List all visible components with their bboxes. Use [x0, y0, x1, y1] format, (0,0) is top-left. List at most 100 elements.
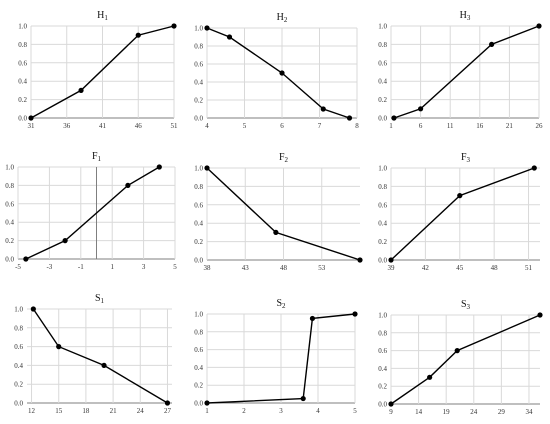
- x-tick-label: -3: [46, 263, 52, 271]
- x-tick-label: 6: [419, 122, 423, 130]
- chart-title-subscript: 2: [282, 302, 286, 310]
- x-tick-label: 48: [280, 264, 288, 272]
- x-tick-label: 4: [316, 407, 320, 415]
- data-point: [536, 23, 542, 29]
- y-tick-label: 0.6: [5, 200, 14, 208]
- x-tick-label: 36: [63, 122, 71, 130]
- data-point: [454, 348, 460, 354]
- x-tick-label: 2: [242, 407, 246, 415]
- data-point: [388, 257, 394, 263]
- x-tick-label: 38: [204, 264, 212, 272]
- data-point: [171, 23, 177, 29]
- x-tick-label: 53: [318, 264, 326, 272]
- y-tick-label: 0.2: [194, 97, 203, 105]
- chart-title: S3: [461, 299, 471, 311]
- chart-panel-s2: 0.0 0.2 0.4 0.6 0.8 1.0 1 2 3 4 5 S2: [194, 298, 358, 415]
- data-point: [62, 238, 68, 244]
- y-tick-label: 0.8: [378, 41, 387, 49]
- y-tick-label: 0.2: [378, 383, 387, 391]
- y-tick-label: 1.0: [378, 312, 387, 320]
- chart-title-subscript: 3: [467, 14, 471, 22]
- data-point: [489, 41, 495, 48]
- data-point: [125, 182, 131, 188]
- series-line: [390, 167, 535, 261]
- chart-title: F1: [92, 151, 102, 163]
- chart-panel-h2: 0.0 0.2 0.4 0.6 0.8 1.0 4 5 6 7 8 H2: [194, 12, 359, 130]
- x-tick-label: 3: [142, 263, 146, 271]
- y-tick-label: 0.2: [18, 96, 27, 104]
- x-tick-label: 14: [415, 408, 423, 416]
- x-tick-label: 1: [110, 263, 114, 271]
- y-tick-label: 0.6: [14, 343, 23, 351]
- data-point: [226, 34, 233, 40]
- x-tick-label: 39: [388, 264, 396, 272]
- data-point: [56, 344, 62, 350]
- y-tick-label: 0.8: [14, 324, 23, 332]
- x-tick-label: 51: [171, 122, 179, 130]
- x-tick-label: 43: [242, 264, 250, 272]
- data-point: [273, 229, 279, 235]
- chart-title: F3: [461, 152, 471, 164]
- x-tick-label: 29: [498, 408, 506, 416]
- y-tick-label: 0.6: [18, 59, 27, 67]
- x-tick-label: 1: [389, 122, 393, 130]
- y-tick-label: 1.0: [194, 311, 203, 319]
- y-tick-label: 1.0: [194, 165, 203, 173]
- chart-panel-s1: 0.0 0.2 0.4 0.6 0.8 1.0 12 15 18 21 24 27 S1: [14, 293, 172, 415]
- chart-title: F2: [279, 152, 289, 164]
- data-point: [204, 400, 210, 406]
- y-tick-label: 0.6: [378, 59, 387, 67]
- y-tick-label: 0.4: [378, 78, 387, 86]
- series-line: [32, 308, 168, 404]
- y-tick-label: 0.4: [378, 220, 387, 228]
- x-tick-label: 24: [137, 407, 145, 415]
- chart-title: H1: [97, 10, 108, 22]
- y-tick-label: 1.0: [18, 23, 27, 31]
- x-tick-label: 26: [536, 122, 544, 130]
- y-tick-label: 0.8: [194, 183, 203, 191]
- data-point: [156, 164, 162, 170]
- y-tick-label: 0.0: [378, 257, 387, 265]
- data-point: [531, 165, 537, 171]
- y-tick-label: 0.8: [18, 41, 27, 49]
- y-tick-label: 0.0: [378, 115, 387, 123]
- data-point: [427, 374, 433, 380]
- data-point: [101, 362, 107, 368]
- chart-title-subscript: 3: [467, 303, 471, 311]
- x-tick-label: 21: [506, 122, 514, 130]
- chart-title: S2: [276, 298, 286, 310]
- data-point: [78, 87, 84, 93]
- chart-panel-f2: 0.0 0.2 0.4 0.6 0.8 1.0 38 43 48 53 F2: [194, 152, 363, 272]
- series-line: [30, 25, 175, 119]
- chart-title: H3: [460, 10, 471, 22]
- data-point: [135, 32, 141, 38]
- data-point: [30, 306, 36, 312]
- data-point: [204, 165, 210, 171]
- y-tick-label: 0.6: [194, 61, 203, 69]
- data-point: [457, 193, 463, 199]
- y-tick-label: 0.0: [194, 400, 203, 408]
- y-tick-label: 1.0: [378, 23, 387, 31]
- y-tick-label: 0.4: [5, 219, 14, 227]
- y-tick-label: 0.0: [5, 256, 14, 264]
- data-point: [300, 395, 306, 402]
- x-tick-label: 42: [422, 264, 430, 272]
- y-tick-label: 0.4: [378, 365, 387, 373]
- data-point: [346, 115, 353, 121]
- data-point: [164, 400, 171, 406]
- chart-panel-f1: 0.0 0.2 0.4 0.6 0.8 1.0 -5 -3 -1 1 3 5 F1: [5, 151, 177, 271]
- x-tick-label: 41: [99, 122, 107, 130]
- x-tick-label: 27: [164, 407, 172, 415]
- y-tick-label: 0.2: [14, 381, 23, 389]
- y-tick-label: 1.0: [5, 164, 14, 172]
- y-tick-label: 0.2: [378, 96, 387, 104]
- y-tick-label: 0.6: [194, 201, 203, 209]
- x-tick-label: 16: [476, 122, 484, 130]
- x-tick-label: -5: [15, 263, 21, 271]
- x-tick-label: 9: [389, 408, 393, 416]
- y-tick-label: 0.2: [194, 382, 203, 390]
- y-tick-label: 0.8: [194, 43, 203, 51]
- x-tick-label: 7: [318, 122, 322, 130]
